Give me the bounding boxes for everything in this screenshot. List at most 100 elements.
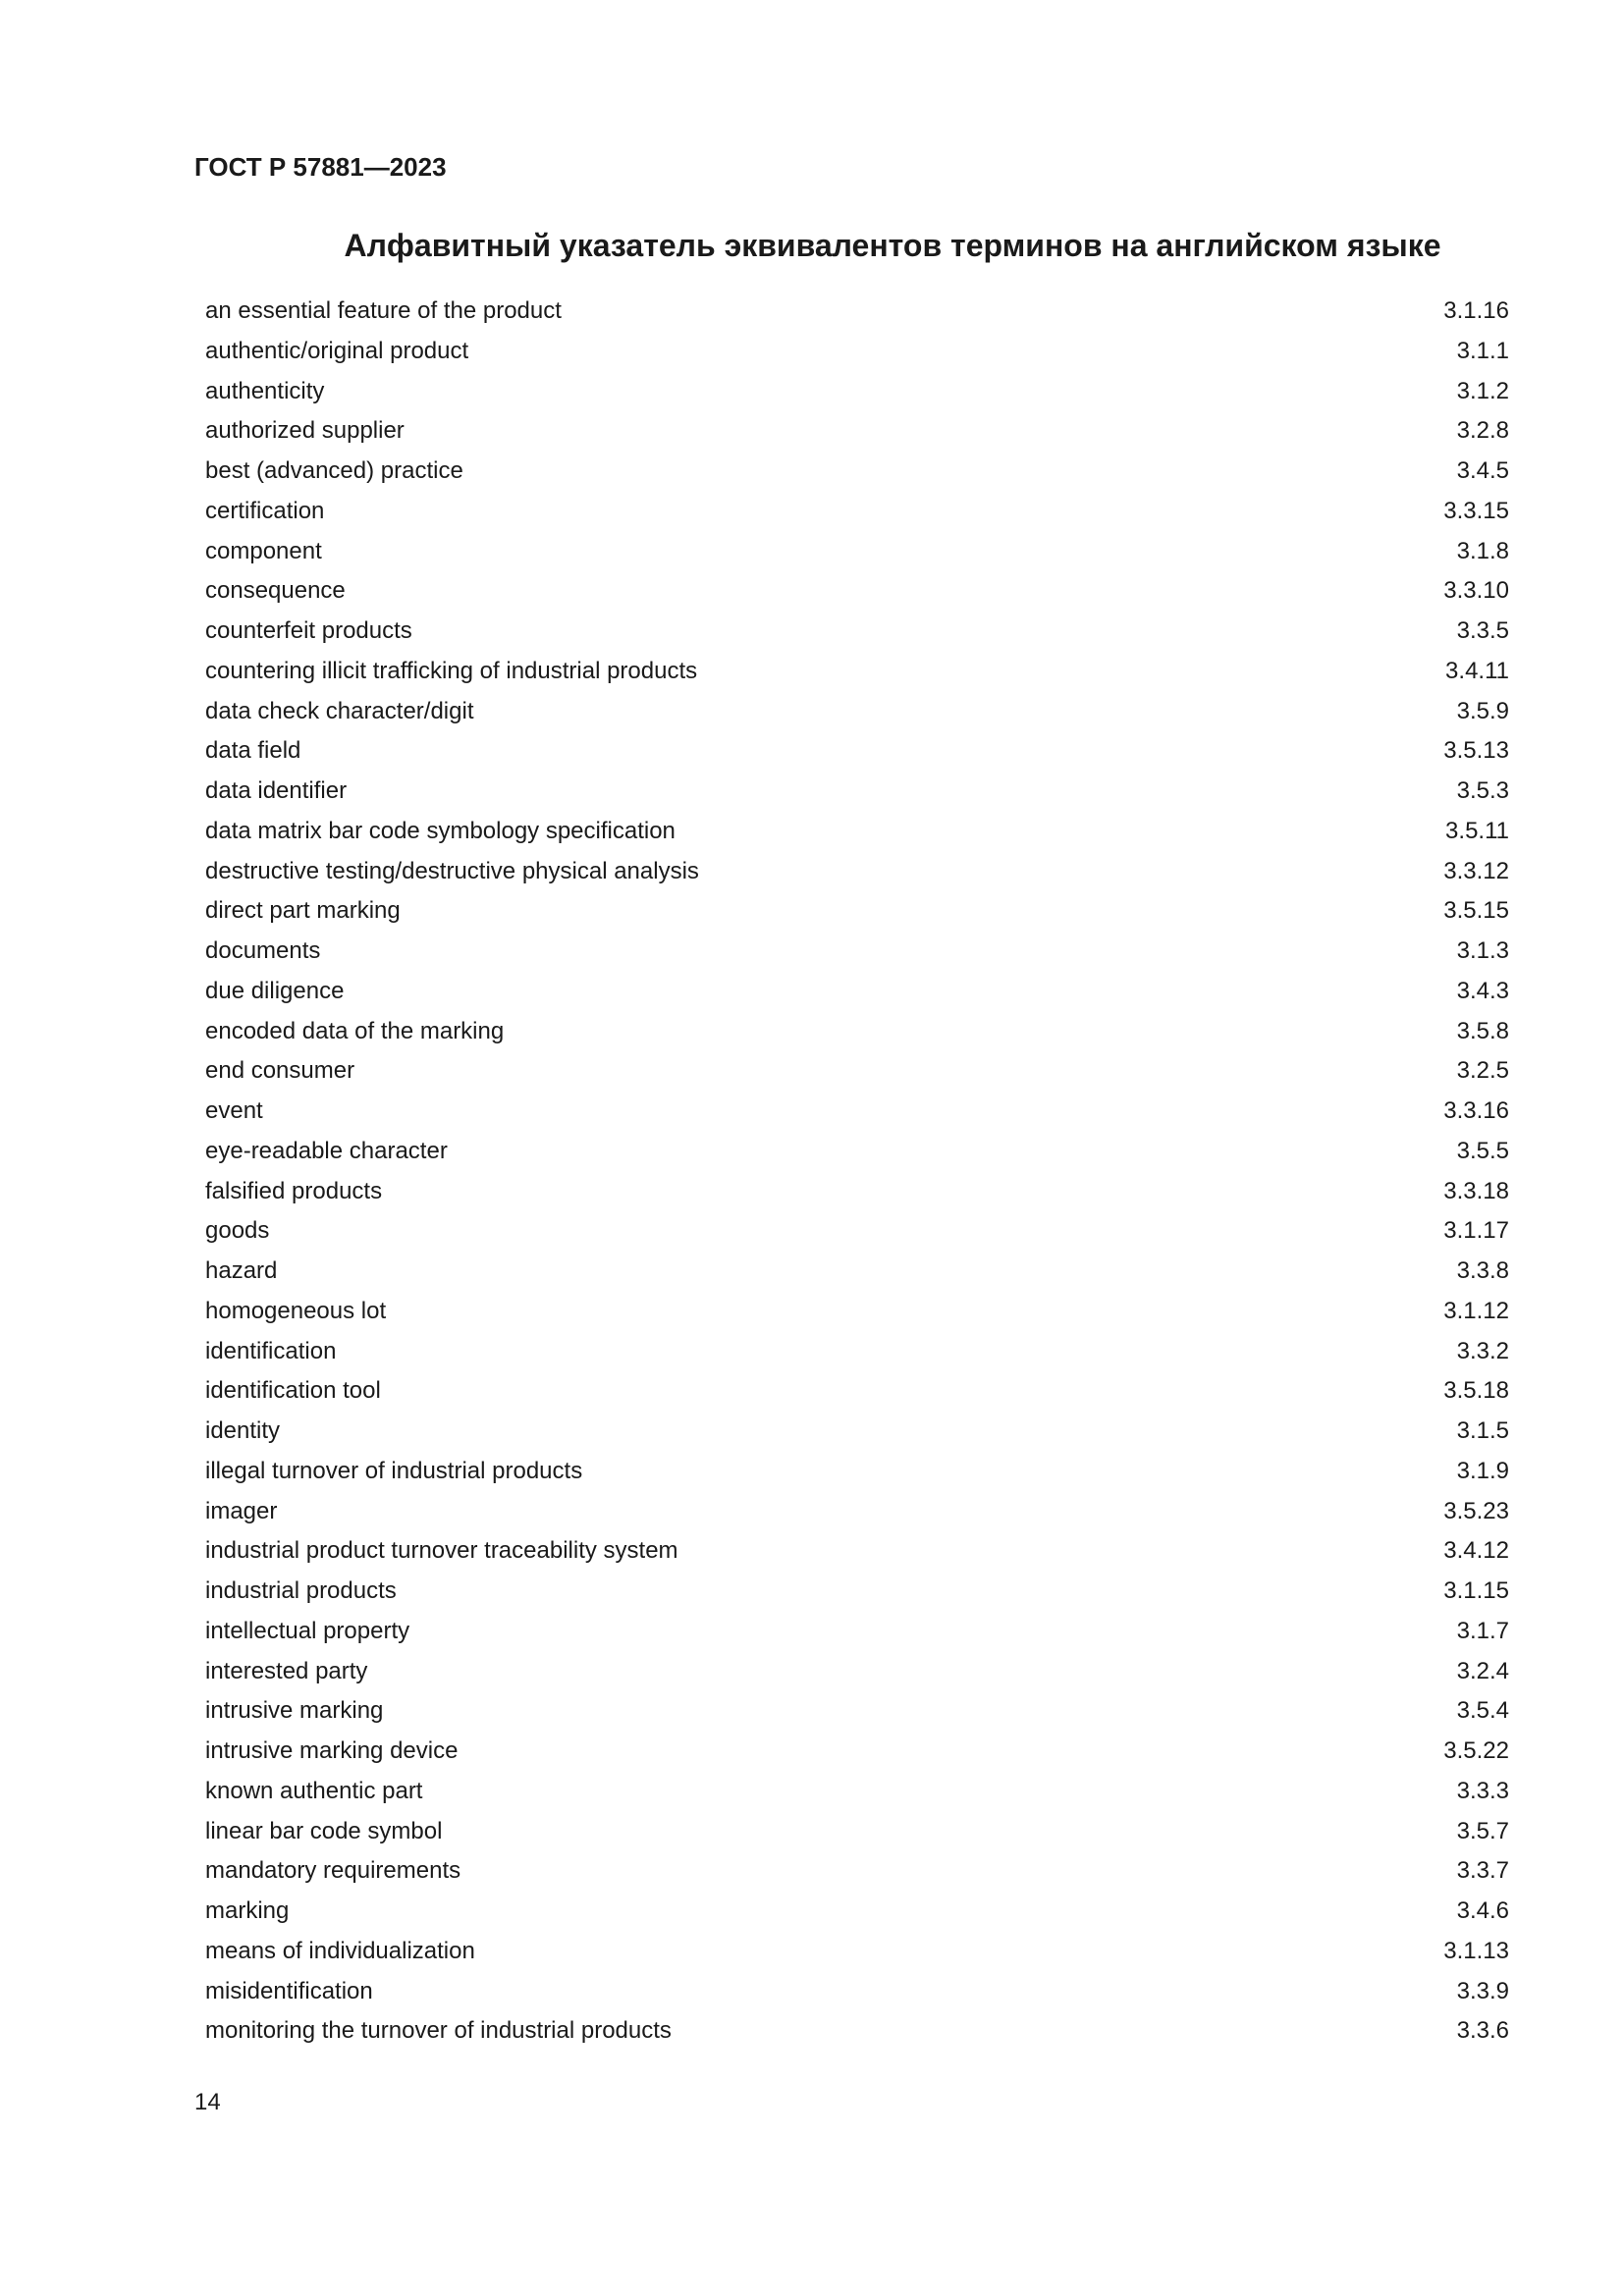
index-entry: intellectual property 3.1.7 bbox=[205, 1612, 1509, 1652]
entry-reference: 3.4.5 bbox=[1456, 457, 1509, 484]
index-entry: linear bar code symbol 3.5.7 bbox=[205, 1812, 1509, 1852]
entry-term: countering illicit trafficking of indust… bbox=[205, 657, 698, 684]
entry-term: direct part marking bbox=[205, 897, 401, 925]
entry-term: authorized supplier bbox=[205, 417, 405, 445]
entry-reference: 3.1.8 bbox=[1456, 537, 1509, 564]
index-entry: intrusive marking device 3.5.22 bbox=[205, 1732, 1509, 1772]
entry-term: industrial products bbox=[205, 1577, 397, 1604]
entry-term: means of individualization bbox=[205, 1937, 475, 1964]
entry-term: encoded data of the marking bbox=[205, 1017, 505, 1044]
entry-term: identification bbox=[205, 1337, 337, 1364]
index-entry: authentic/original product 3.1.1 bbox=[205, 332, 1509, 372]
index-entry: imager 3.5.23 bbox=[205, 1492, 1509, 1532]
entry-term: event bbox=[205, 1097, 263, 1124]
index-entry: interested party 3.2.4 bbox=[205, 1652, 1509, 1692]
index-entry: destructive testing/destructive physical… bbox=[205, 852, 1509, 892]
entry-reference: 3.5.4 bbox=[1456, 1697, 1509, 1725]
index-entry: known authentic part 3.3.3 bbox=[205, 1772, 1509, 1812]
index-entry: certification 3.3.15 bbox=[205, 492, 1509, 532]
entry-reference: 3.4.11 bbox=[1445, 657, 1509, 684]
entry-term: consequence bbox=[205, 577, 346, 605]
index-entry: marking 3.4.6 bbox=[205, 1892, 1509, 1932]
entry-reference: 3.2.5 bbox=[1456, 1057, 1509, 1085]
entry-reference: 3.3.10 bbox=[1443, 577, 1509, 605]
index-entry: documents 3.1.3 bbox=[205, 932, 1509, 972]
index-entry: direct part marking 3.5.15 bbox=[205, 891, 1509, 932]
index-entry: industrial products 3.1.15 bbox=[205, 1572, 1509, 1612]
entry-reference: 3.5.11 bbox=[1445, 817, 1509, 844]
entry-reference: 3.5.22 bbox=[1443, 1737, 1509, 1764]
index-entry: data check character/digit 3.5.9 bbox=[205, 692, 1509, 732]
index-entry: authorized supplier 3.2.8 bbox=[205, 411, 1509, 452]
index-entry: component 3.1.8 bbox=[205, 532, 1509, 572]
entry-reference: 3.1.9 bbox=[1456, 1457, 1509, 1484]
entry-reference: 3.4.6 bbox=[1456, 1897, 1509, 1924]
index-entry: monitoring the turnover of industrial pr… bbox=[205, 2011, 1509, 2052]
entry-term: intellectual property bbox=[205, 1617, 410, 1644]
document-header: ГОСТ Р 57881—2023 bbox=[194, 152, 447, 182]
entry-reference: 3.3.12 bbox=[1443, 857, 1509, 884]
index-entry: homogeneous lot 3.1.12 bbox=[205, 1292, 1509, 1332]
entry-term: data field bbox=[205, 737, 301, 765]
entry-term: an essential feature of the product bbox=[205, 297, 562, 324]
index-entry: identity 3.1.5 bbox=[205, 1412, 1509, 1452]
page-number: 14 bbox=[194, 2089, 221, 2115]
index-entry: illegal turnover of industrial products 3… bbox=[205, 1452, 1509, 1492]
index-entry: authenticity 3.1.2 bbox=[205, 372, 1509, 412]
entry-term: end consumer bbox=[205, 1057, 355, 1085]
index-entry: falsified products 3.3.18 bbox=[205, 1172, 1509, 1212]
entry-reference: 3.1.12 bbox=[1443, 1297, 1509, 1324]
index-entry: countering illicit trafficking of indust… bbox=[205, 652, 1509, 692]
index-entry: means of individualization 3.1.13 bbox=[205, 1932, 1509, 1972]
entry-term: component bbox=[205, 537, 322, 564]
entry-term: illegal turnover of industrial products bbox=[205, 1457, 583, 1484]
index-entry: eye-readable character 3.5.5 bbox=[205, 1132, 1509, 1172]
entry-reference: 3.3.9 bbox=[1456, 1977, 1509, 2004]
entry-term: hazard bbox=[205, 1257, 278, 1284]
index-entry: best (advanced) practice 3.4.5 bbox=[205, 452, 1509, 492]
entry-reference: 3.3.3 bbox=[1456, 1777, 1509, 1804]
entry-reference: 3.1.16 bbox=[1443, 297, 1509, 324]
entry-reference: 3.5.13 bbox=[1443, 737, 1509, 765]
entry-reference: 3.5.8 bbox=[1456, 1017, 1509, 1044]
index-entry: encoded data of the marking 3.5.8 bbox=[205, 1012, 1509, 1052]
entry-term: goods bbox=[205, 1217, 270, 1245]
entry-term: identification tool bbox=[205, 1377, 381, 1405]
index-entry: data identifier 3.5.3 bbox=[205, 772, 1509, 812]
entry-reference: 3.3.6 bbox=[1456, 2017, 1509, 2045]
term-index-list: an essential feature of the product 3.1.1… bbox=[205, 292, 1509, 2052]
entry-term: known authentic part bbox=[205, 1777, 423, 1804]
index-entry: intrusive marking 3.5.4 bbox=[205, 1691, 1509, 1732]
entry-term: interested party bbox=[205, 1657, 368, 1684]
index-entry: hazard 3.3.8 bbox=[205, 1252, 1509, 1292]
entry-reference: 3.2.8 bbox=[1456, 417, 1509, 445]
index-entry: consequence 3.3.10 bbox=[205, 571, 1509, 612]
entry-reference: 3.3.8 bbox=[1456, 1257, 1509, 1284]
entry-term: misidentification bbox=[205, 1977, 373, 2004]
entry-term: linear bar code symbol bbox=[205, 1817, 443, 1844]
index-entry: due diligence 3.4.3 bbox=[205, 972, 1509, 1012]
entry-reference: 3.1.7 bbox=[1456, 1617, 1509, 1644]
entry-term: intrusive marking device bbox=[205, 1737, 459, 1764]
entry-reference: 3.1.3 bbox=[1456, 937, 1509, 964]
entry-term: data matrix bar code symbology specifica… bbox=[205, 817, 676, 844]
entry-reference: 3.5.9 bbox=[1456, 697, 1509, 724]
entry-term: counterfeit products bbox=[205, 617, 412, 644]
entry-reference: 3.3.16 bbox=[1443, 1097, 1509, 1124]
entry-reference: 3.1.17 bbox=[1443, 1217, 1509, 1245]
entry-reference: 3.1.2 bbox=[1456, 377, 1509, 404]
entry-term: mandatory requirements bbox=[205, 1857, 461, 1885]
entry-reference: 3.3.2 bbox=[1456, 1337, 1509, 1364]
entry-term: imager bbox=[205, 1497, 278, 1524]
entry-reference: 3.5.15 bbox=[1443, 897, 1509, 925]
entry-reference: 3.3.7 bbox=[1456, 1857, 1509, 1885]
entry-reference: 3.1.5 bbox=[1456, 1417, 1509, 1444]
entry-term: monitoring the turnover of industrial pr… bbox=[205, 2017, 672, 2045]
index-entry: an essential feature of the product 3.1.1… bbox=[205, 292, 1509, 332]
entry-term: industrial product turnover traceability… bbox=[205, 1537, 678, 1565]
entry-reference: 3.1.15 bbox=[1443, 1577, 1509, 1604]
entry-term: certification bbox=[205, 497, 325, 524]
index-entry: goods 3.1.17 bbox=[205, 1211, 1509, 1252]
index-entry: misidentification 3.3.9 bbox=[205, 1972, 1509, 2012]
entry-term: marking bbox=[205, 1897, 290, 1924]
